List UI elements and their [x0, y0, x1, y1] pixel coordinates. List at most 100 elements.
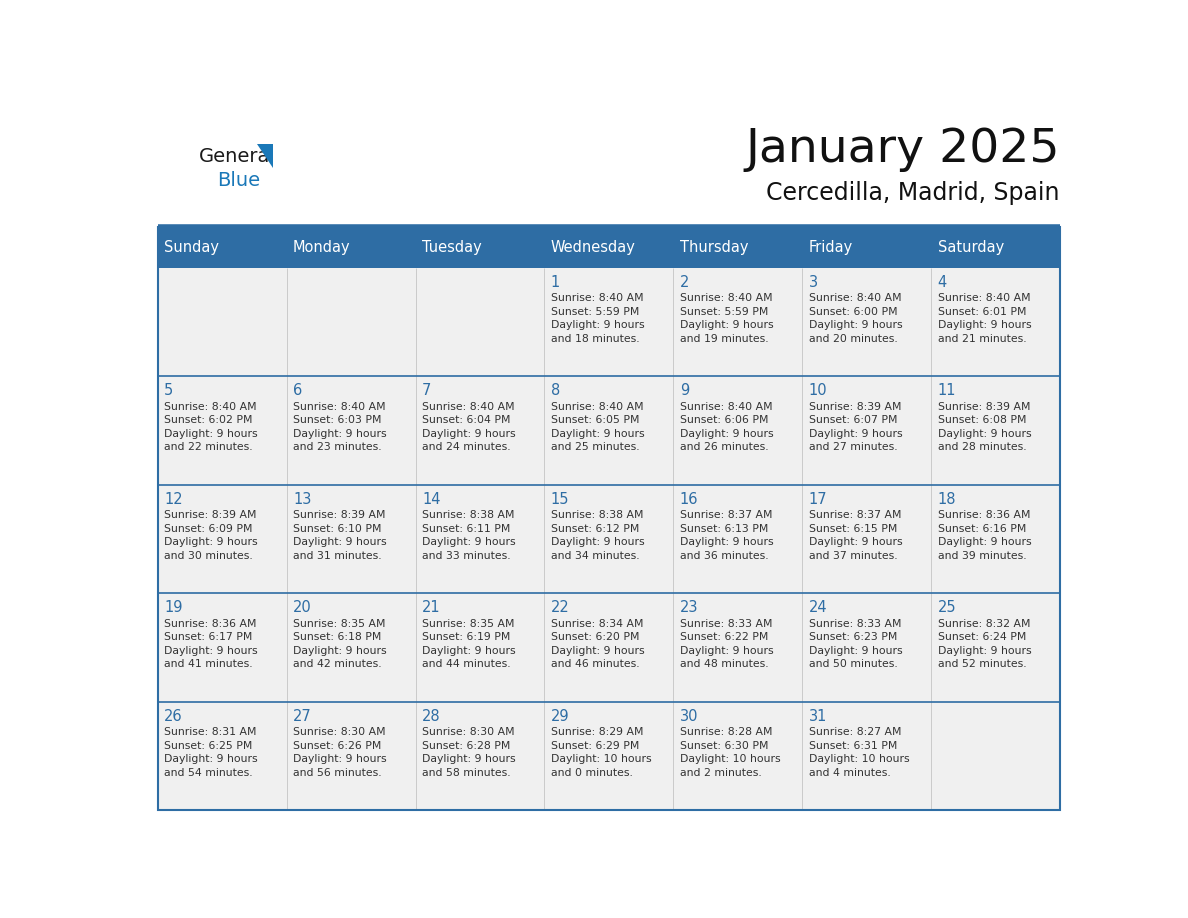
Bar	[158, 485, 286, 593]
Text: 7: 7	[422, 384, 431, 398]
Bar	[674, 701, 802, 810]
Text: 21: 21	[422, 600, 441, 615]
Bar	[931, 701, 1060, 810]
Bar	[931, 593, 1060, 701]
Text: Sunrise: 8:38 AM
Sunset: 6:12 PM
Daylight: 9 hours
and 34 minutes.: Sunrise: 8:38 AM Sunset: 6:12 PM Dayligh…	[551, 510, 644, 561]
Text: 20: 20	[293, 600, 311, 615]
Text: 11: 11	[937, 384, 956, 398]
Text: 31: 31	[809, 709, 827, 723]
Text: Wednesday: Wednesday	[551, 240, 636, 255]
Bar	[416, 485, 544, 593]
Text: Sunrise: 8:29 AM
Sunset: 6:29 PM
Daylight: 10 hours
and 0 minutes.: Sunrise: 8:29 AM Sunset: 6:29 PM Dayligh…	[551, 727, 651, 778]
Bar	[544, 593, 674, 701]
Bar	[286, 485, 416, 593]
Bar	[416, 227, 544, 268]
Bar	[931, 227, 1060, 268]
Bar	[931, 268, 1060, 376]
Bar	[158, 701, 286, 810]
Text: 12: 12	[164, 492, 183, 507]
Text: Sunrise: 8:33 AM
Sunset: 6:22 PM
Daylight: 9 hours
and 48 minutes.: Sunrise: 8:33 AM Sunset: 6:22 PM Dayligh…	[680, 619, 773, 669]
Text: 13: 13	[293, 492, 311, 507]
Bar	[416, 268, 544, 376]
Bar	[286, 376, 416, 485]
Text: Sunrise: 8:40 AM
Sunset: 6:06 PM
Daylight: 9 hours
and 26 minutes.: Sunrise: 8:40 AM Sunset: 6:06 PM Dayligh…	[680, 402, 773, 453]
Text: 18: 18	[937, 492, 956, 507]
Bar	[802, 485, 931, 593]
Text: 23: 23	[680, 600, 699, 615]
Polygon shape	[257, 144, 273, 168]
Text: 30: 30	[680, 709, 699, 723]
Text: Cercedilla, Madrid, Spain: Cercedilla, Madrid, Spain	[766, 181, 1060, 205]
Text: 28: 28	[422, 709, 441, 723]
Text: Sunrise: 8:40 AM
Sunset: 6:04 PM
Daylight: 9 hours
and 24 minutes.: Sunrise: 8:40 AM Sunset: 6:04 PM Dayligh…	[422, 402, 516, 453]
Text: 16: 16	[680, 492, 699, 507]
Text: Sunrise: 8:40 AM
Sunset: 6:01 PM
Daylight: 9 hours
and 21 minutes.: Sunrise: 8:40 AM Sunset: 6:01 PM Dayligh…	[937, 293, 1031, 344]
Text: Tuesday: Tuesday	[422, 240, 481, 255]
Text: Sunrise: 8:40 AM
Sunset: 5:59 PM
Daylight: 9 hours
and 19 minutes.: Sunrise: 8:40 AM Sunset: 5:59 PM Dayligh…	[680, 293, 773, 344]
Text: 14: 14	[422, 492, 441, 507]
Bar	[802, 227, 931, 268]
Text: Sunrise: 8:39 AM
Sunset: 6:07 PM
Daylight: 9 hours
and 27 minutes.: Sunrise: 8:39 AM Sunset: 6:07 PM Dayligh…	[809, 402, 902, 453]
Text: Sunrise: 8:30 AM
Sunset: 6:26 PM
Daylight: 9 hours
and 56 minutes.: Sunrise: 8:30 AM Sunset: 6:26 PM Dayligh…	[293, 727, 386, 778]
Text: 22: 22	[551, 600, 569, 615]
Bar	[802, 268, 931, 376]
Bar	[416, 593, 544, 701]
Text: Sunrise: 8:40 AM
Sunset: 6:03 PM
Daylight: 9 hours
and 23 minutes.: Sunrise: 8:40 AM Sunset: 6:03 PM Dayligh…	[293, 402, 386, 453]
Text: 5: 5	[164, 384, 173, 398]
Bar	[158, 593, 286, 701]
Text: 10: 10	[809, 384, 827, 398]
Bar	[802, 376, 931, 485]
Bar	[674, 268, 802, 376]
Text: Sunrise: 8:28 AM
Sunset: 6:30 PM
Daylight: 10 hours
and 2 minutes.: Sunrise: 8:28 AM Sunset: 6:30 PM Dayligh…	[680, 727, 781, 778]
Bar	[416, 376, 544, 485]
Bar	[158, 227, 1060, 810]
Bar	[158, 268, 286, 376]
Text: Sunrise: 8:36 AM
Sunset: 6:16 PM
Daylight: 9 hours
and 39 minutes.: Sunrise: 8:36 AM Sunset: 6:16 PM Dayligh…	[937, 510, 1031, 561]
Text: 9: 9	[680, 384, 689, 398]
Text: Sunrise: 8:33 AM
Sunset: 6:23 PM
Daylight: 9 hours
and 50 minutes.: Sunrise: 8:33 AM Sunset: 6:23 PM Dayligh…	[809, 619, 902, 669]
Text: 1: 1	[551, 274, 560, 290]
Text: Sunrise: 8:39 AM
Sunset: 6:08 PM
Daylight: 9 hours
and 28 minutes.: Sunrise: 8:39 AM Sunset: 6:08 PM Dayligh…	[937, 402, 1031, 453]
Text: Sunrise: 8:40 AM
Sunset: 6:00 PM
Daylight: 9 hours
and 20 minutes.: Sunrise: 8:40 AM Sunset: 6:00 PM Dayligh…	[809, 293, 902, 344]
Bar	[286, 227, 416, 268]
Text: Saturday: Saturday	[937, 240, 1004, 255]
Bar	[931, 376, 1060, 485]
Text: 6: 6	[293, 384, 302, 398]
Text: Sunrise: 8:40 AM
Sunset: 6:02 PM
Daylight: 9 hours
and 22 minutes.: Sunrise: 8:40 AM Sunset: 6:02 PM Dayligh…	[164, 402, 258, 453]
Text: Sunrise: 8:38 AM
Sunset: 6:11 PM
Daylight: 9 hours
and 33 minutes.: Sunrise: 8:38 AM Sunset: 6:11 PM Dayligh…	[422, 510, 516, 561]
Text: Sunrise: 8:31 AM
Sunset: 6:25 PM
Daylight: 9 hours
and 54 minutes.: Sunrise: 8:31 AM Sunset: 6:25 PM Dayligh…	[164, 727, 258, 778]
Text: Sunrise: 8:35 AM
Sunset: 6:18 PM
Daylight: 9 hours
and 42 minutes.: Sunrise: 8:35 AM Sunset: 6:18 PM Dayligh…	[293, 619, 386, 669]
Text: 8: 8	[551, 384, 560, 398]
Bar	[674, 227, 802, 268]
Text: Sunrise: 8:27 AM
Sunset: 6:31 PM
Daylight: 10 hours
and 4 minutes.: Sunrise: 8:27 AM Sunset: 6:31 PM Dayligh…	[809, 727, 909, 778]
Text: 27: 27	[293, 709, 311, 723]
Text: January 2025: January 2025	[746, 127, 1060, 172]
Bar	[674, 485, 802, 593]
Text: Sunrise: 8:37 AM
Sunset: 6:13 PM
Daylight: 9 hours
and 36 minutes.: Sunrise: 8:37 AM Sunset: 6:13 PM Dayligh…	[680, 510, 773, 561]
Text: Sunday: Sunday	[164, 240, 219, 255]
Text: 4: 4	[937, 274, 947, 290]
Bar	[286, 701, 416, 810]
Text: Sunrise: 8:39 AM
Sunset: 6:09 PM
Daylight: 9 hours
and 30 minutes.: Sunrise: 8:39 AM Sunset: 6:09 PM Dayligh…	[164, 510, 258, 561]
Text: Sunrise: 8:40 AM
Sunset: 6:05 PM
Daylight: 9 hours
and 25 minutes.: Sunrise: 8:40 AM Sunset: 6:05 PM Dayligh…	[551, 402, 644, 453]
Bar	[544, 376, 674, 485]
Text: Sunrise: 8:37 AM
Sunset: 6:15 PM
Daylight: 9 hours
and 37 minutes.: Sunrise: 8:37 AM Sunset: 6:15 PM Dayligh…	[809, 510, 902, 561]
Text: Sunrise: 8:34 AM
Sunset: 6:20 PM
Daylight: 9 hours
and 46 minutes.: Sunrise: 8:34 AM Sunset: 6:20 PM Dayligh…	[551, 619, 644, 669]
Text: 29: 29	[551, 709, 569, 723]
Bar	[158, 376, 286, 485]
Text: Sunrise: 8:36 AM
Sunset: 6:17 PM
Daylight: 9 hours
and 41 minutes.: Sunrise: 8:36 AM Sunset: 6:17 PM Dayligh…	[164, 619, 258, 669]
Bar	[286, 593, 416, 701]
Bar	[158, 227, 286, 268]
Text: Monday: Monday	[293, 240, 350, 255]
Text: Sunrise: 8:32 AM
Sunset: 6:24 PM
Daylight: 9 hours
and 52 minutes.: Sunrise: 8:32 AM Sunset: 6:24 PM Dayligh…	[937, 619, 1031, 669]
Text: Blue: Blue	[217, 172, 260, 190]
Bar	[544, 485, 674, 593]
Bar	[802, 701, 931, 810]
Text: Sunrise: 8:39 AM
Sunset: 6:10 PM
Daylight: 9 hours
and 31 minutes.: Sunrise: 8:39 AM Sunset: 6:10 PM Dayligh…	[293, 510, 386, 561]
Bar	[802, 593, 931, 701]
Text: Sunrise: 8:30 AM
Sunset: 6:28 PM
Daylight: 9 hours
and 58 minutes.: Sunrise: 8:30 AM Sunset: 6:28 PM Dayligh…	[422, 727, 516, 778]
Text: 25: 25	[937, 600, 956, 615]
Text: 26: 26	[164, 709, 183, 723]
Bar	[286, 268, 416, 376]
Text: Thursday: Thursday	[680, 240, 748, 255]
